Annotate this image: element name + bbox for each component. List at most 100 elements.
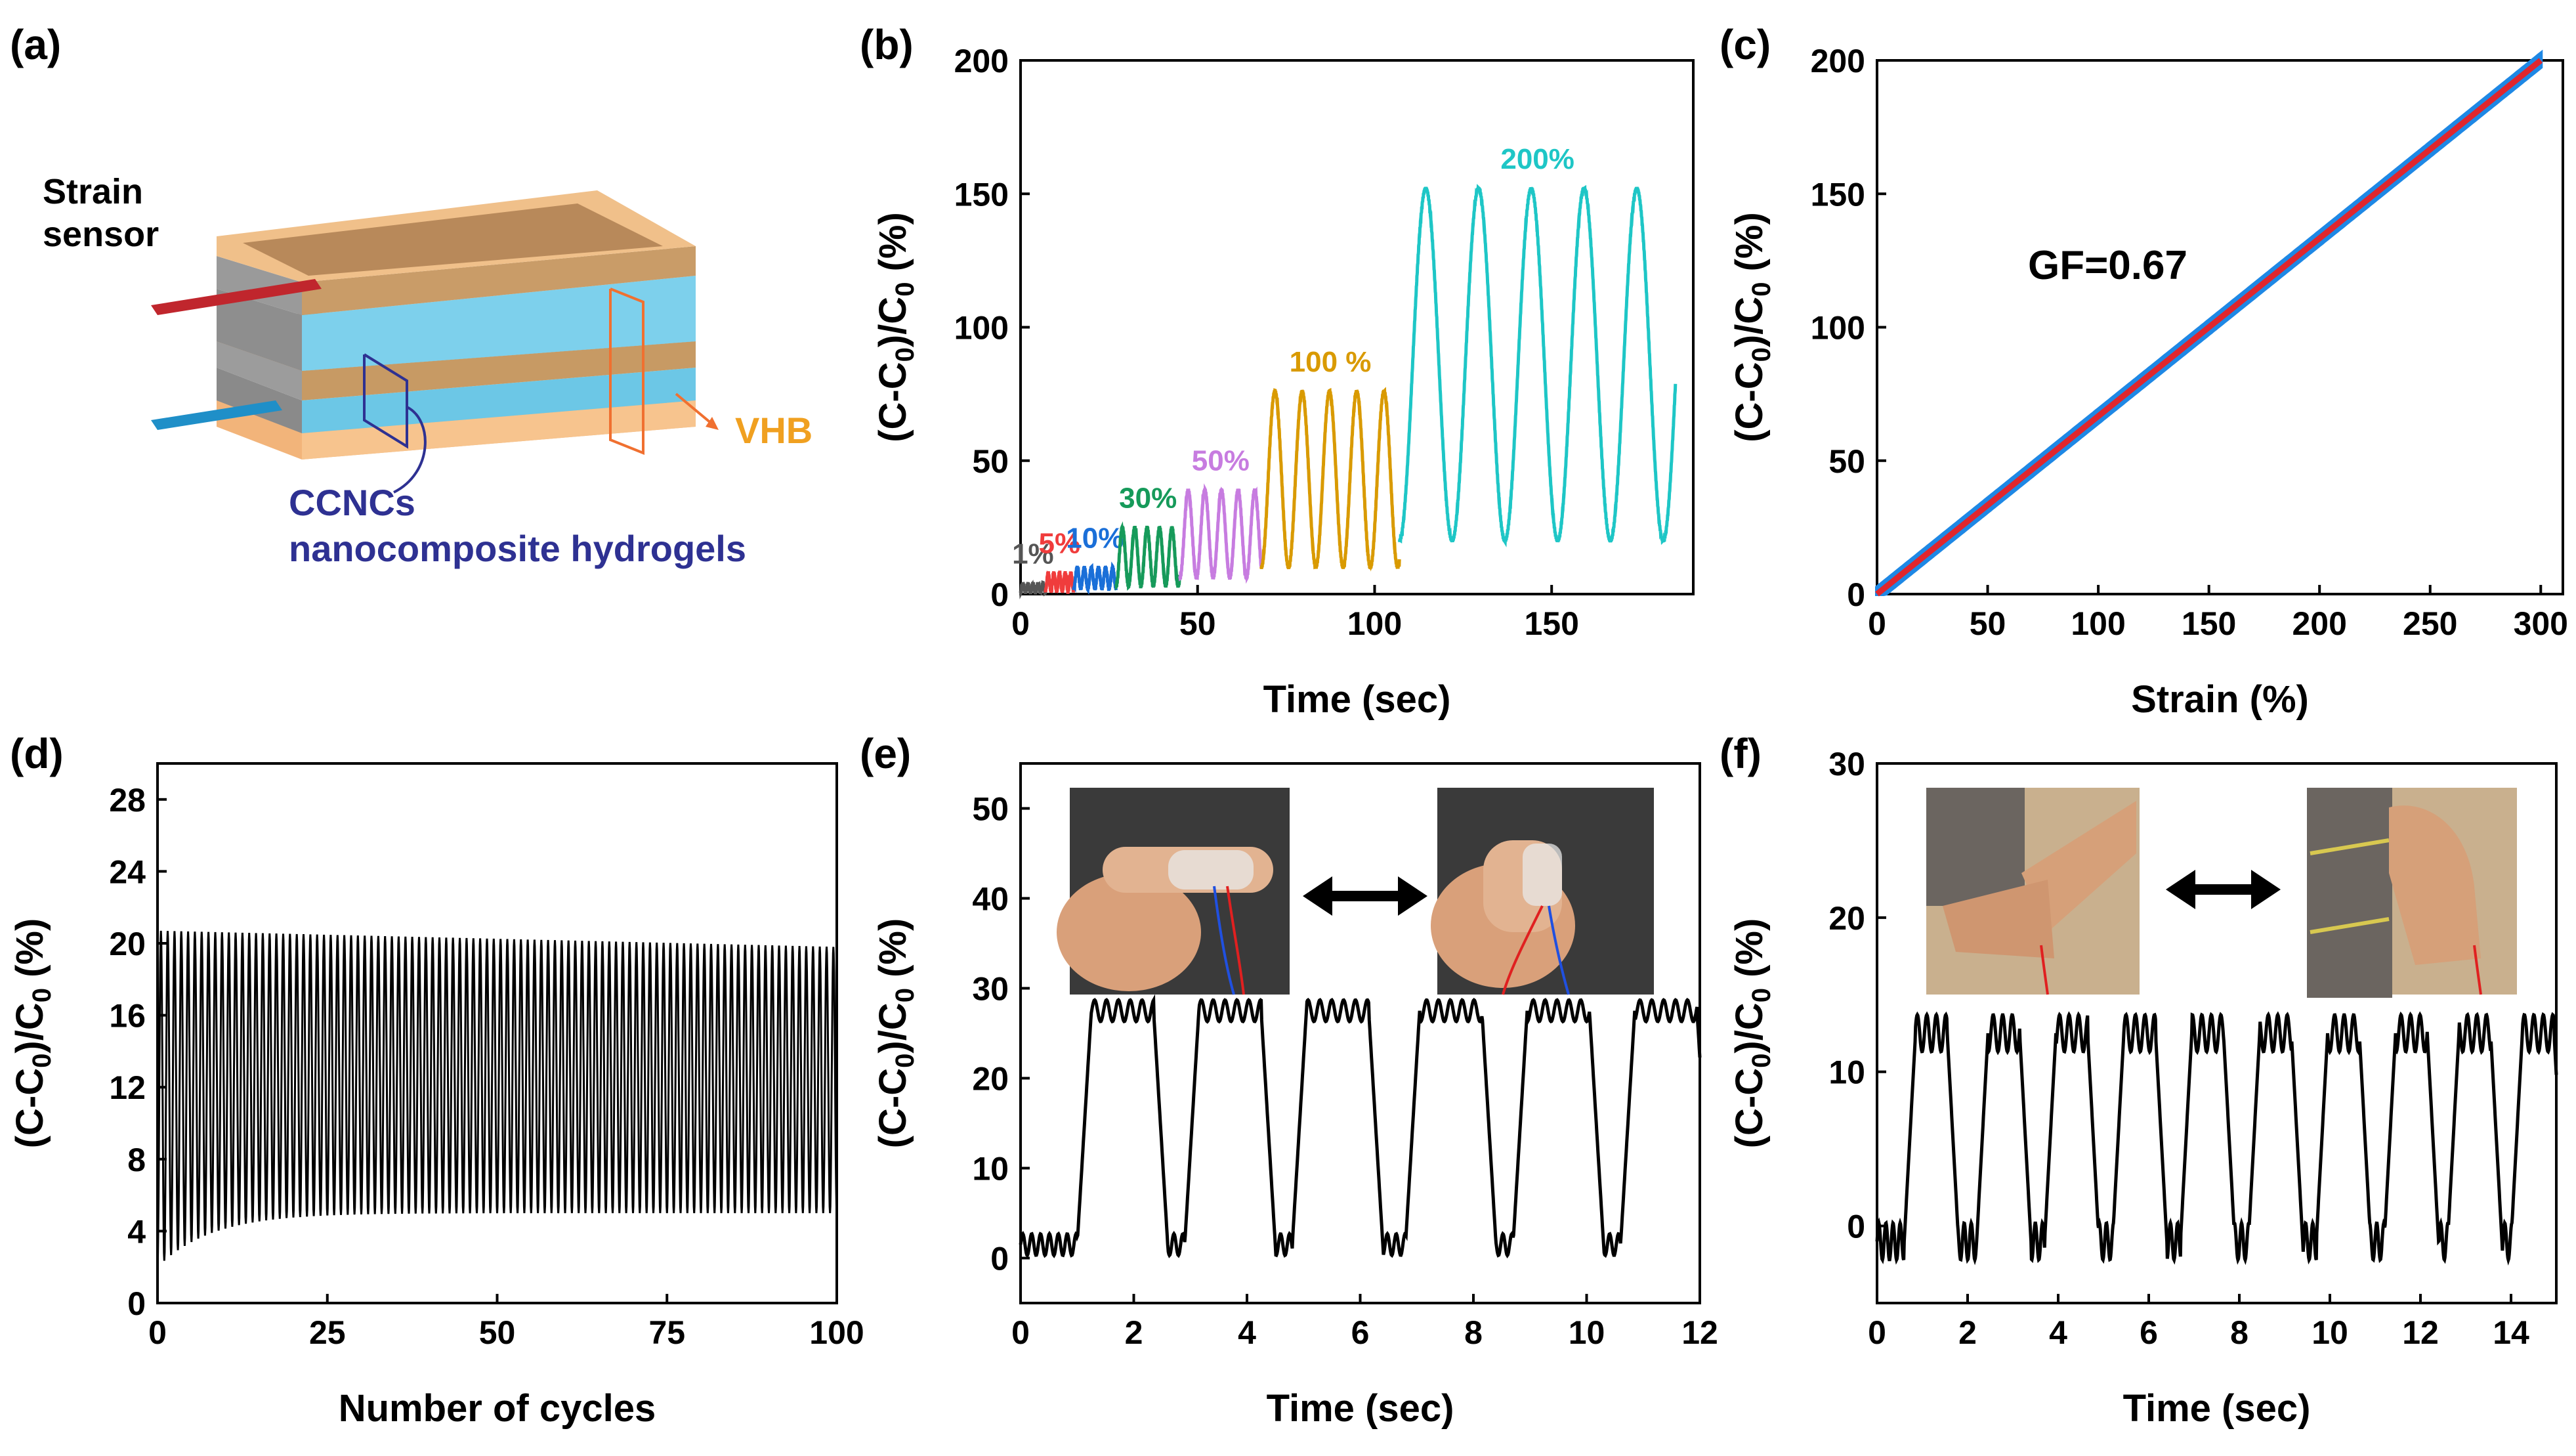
elbow-photo-bent (2307, 788, 2517, 998)
y-axis-label: (C-C0)/C0 (%) (872, 918, 919, 1149)
hydrogel-upper-front (302, 276, 696, 371)
y-tick-label: 0 (1847, 576, 1865, 613)
y-tick-label: 50 (972, 791, 1009, 828)
y-tick-label: 100 (1811, 310, 1865, 347)
y-tick-label: 8 (127, 1142, 146, 1178)
series-label: 5% (1039, 527, 1081, 559)
fit-line (1875, 58, 2543, 597)
x-axis-label: Time (sec) (1267, 1387, 1454, 1430)
y-axis-label: (C-C0)/C0 (%) (872, 212, 919, 442)
x-tick-label: 8 (2230, 1314, 2249, 1351)
series-line (1072, 561, 1118, 595)
plot-frame (1876, 762, 2558, 1304)
x-tick-label: 10 (1569, 1314, 1605, 1351)
y-tick-label: 24 (109, 853, 146, 890)
panel-c-label: (c) (1720, 21, 1771, 68)
vhb-middle-side (217, 341, 302, 400)
x-tick-label: 12 (1681, 1314, 1718, 1351)
panel-a-label: (a) (10, 21, 61, 68)
x-tick-label: 25 (309, 1314, 346, 1351)
x-tick-label: 300 (2514, 605, 2568, 642)
x-tick-label: 12 (2402, 1314, 2439, 1351)
chart-e: 0 2 4 6 8 10 12 0 10 20 30 40 50 Time (sec) (C-C0)/C0 … (872, 762, 1718, 1430)
chart-b: 0 50 100 150 0 50 100 150 200 Time (sec) (C-C0)/C0… (872, 43, 1695, 721)
y-axis-label: (C-C0)/C0 (%) (1728, 918, 1776, 1149)
ccncs-label: CCNCs (289, 482, 415, 523)
x-tick-label: 250 (2403, 605, 2457, 642)
strain-sensor-label-line1: Strain (43, 172, 143, 211)
series-label: 50% (1192, 444, 1250, 477)
vhb-top-inner (243, 203, 663, 276)
x-tick-label: 0 (1011, 605, 1030, 642)
hydrogel-label: nanocomposite hydrogels (289, 528, 746, 569)
ccnc-pointer (393, 406, 427, 494)
x-tick-label: 10 (2312, 1314, 2348, 1351)
vhb-bottom-front (302, 400, 696, 460)
y-tick-label: 40 (972, 881, 1009, 918)
y-tick-label: 10 (972, 1151, 1009, 1188)
x-tick-label: 100 (809, 1314, 864, 1351)
y-axis-label: (C-C0)/C0 (%) (9, 918, 56, 1149)
series-label: 10% (1066, 522, 1124, 554)
plot-frame (156, 762, 838, 1304)
panel-b-label: (b) (860, 21, 914, 68)
x-tick-label: 4 (2049, 1314, 2067, 1351)
y-tick-label: 30 (1828, 746, 1865, 782)
signal-line (1019, 994, 1702, 1258)
vhb-top-front (302, 246, 696, 315)
y-tick-label: 20 (109, 926, 146, 962)
series-line (1019, 579, 1047, 600)
double-arrow-icon (2166, 870, 2281, 909)
finger-photo-bent (1431, 788, 1654, 995)
double-arrow-icon (1303, 876, 1427, 916)
y-tick-label: 10 (1828, 1054, 1865, 1091)
x-tick-label: 150 (1524, 605, 1578, 642)
y-tick-label: 50 (1828, 443, 1865, 480)
series-line (1398, 184, 1678, 547)
y-tick-label: 12 (109, 1069, 146, 1106)
signal-line (1875, 1011, 2558, 1266)
finger-photo-straight (1057, 788, 1290, 995)
elbow-photo-straight (1926, 788, 2140, 995)
x-tick-label: 150 (2182, 605, 2236, 642)
x-tick-label: 200 (2292, 605, 2346, 642)
x-tick-label: 100 (2071, 605, 2125, 642)
x-axis-label: Time (sec) (1263, 678, 1451, 721)
panel-d-label: (d) (10, 730, 64, 777)
x-tick-label: 14 (2493, 1314, 2529, 1351)
x-tick-label: 50 (479, 1314, 516, 1351)
x-tick-label: 0 (148, 1314, 167, 1351)
panel-f-label: (f) (1720, 730, 1762, 777)
x-tick-label: 2 (1125, 1314, 1143, 1351)
ccnc-frame (363, 353, 408, 449)
y-tick-label: 0 (990, 1241, 1009, 1277)
wire-blue (151, 400, 282, 430)
series-line (1178, 483, 1263, 584)
x-tick-label: 50 (1970, 605, 2006, 642)
vhb-label: VHB (735, 410, 813, 451)
y-tick-label: 100 (954, 310, 1009, 347)
strain-sensor-label-line2: sensor (43, 215, 159, 254)
x-tick-label: 50 (1179, 605, 1216, 642)
y-tick-label: 20 (972, 1061, 1009, 1098)
x-axis-label: Number of cycles (339, 1387, 656, 1430)
hydrogel-lower-side (217, 368, 302, 433)
series-line (1114, 521, 1182, 591)
x-tick-label: 75 (648, 1314, 685, 1351)
x-axis-label: Strain (%) (2131, 678, 2309, 721)
chart-c: 0 50 100 150 200 250 300 0 50 100 150 200 Strain (%)… (1728, 43, 2568, 721)
x-tick-label: 0 (1868, 1314, 1886, 1351)
series-line (1259, 387, 1401, 572)
y-axis-label: (C-C0)/C0 (%) (1728, 212, 1776, 442)
y-tick-label: 28 (109, 782, 146, 819)
y-tick-label: 0 (1847, 1209, 1865, 1245)
hydrogel-lower-front (302, 368, 696, 433)
y-tick-label: 30 (972, 971, 1009, 1008)
series-label: 1% (1012, 538, 1054, 570)
vhb-arrowhead (706, 417, 719, 430)
hydrogel-upper-side (217, 289, 302, 371)
x-tick-label: 0 (1011, 1314, 1030, 1351)
x-tick-label: 8 (1464, 1314, 1483, 1351)
x-tick-label: 6 (1351, 1314, 1370, 1351)
